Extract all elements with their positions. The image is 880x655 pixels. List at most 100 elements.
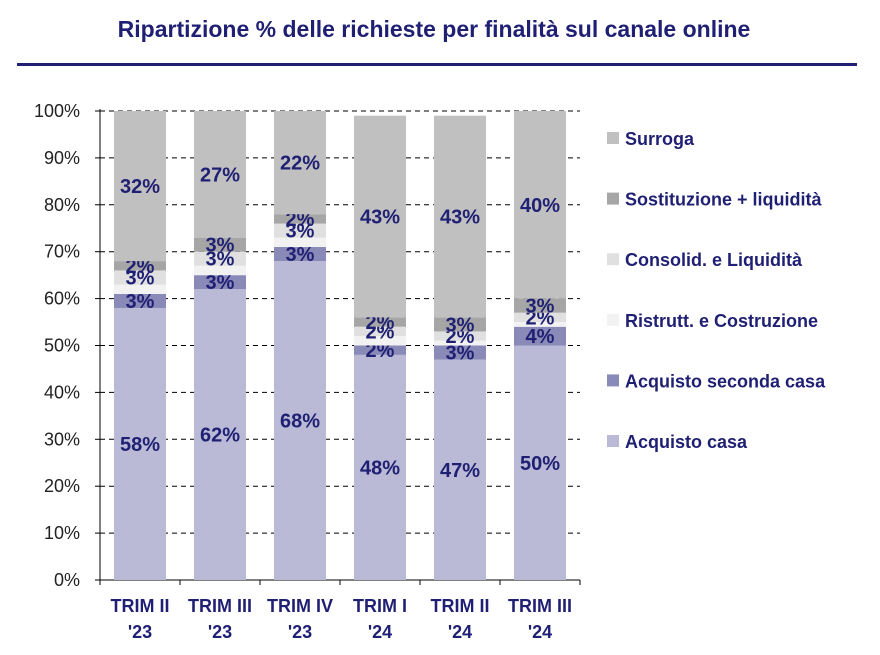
bar-segment (274, 111, 326, 215)
y-tick-label: 0% (54, 570, 80, 590)
bar-segment (274, 261, 326, 580)
data-label: 2% (446, 326, 475, 348)
y-tick-label: 60% (44, 289, 80, 309)
y-tick-label: 20% (44, 476, 80, 496)
bar-segment (194, 275, 246, 290)
bar-segment (514, 326, 566, 346)
x-tick-label: '23 (288, 622, 312, 642)
x-tick-label: '24 (528, 622, 552, 642)
x-tick-label: TRIM I (353, 596, 407, 616)
data-label: 40% (520, 195, 560, 217)
bar-segment (114, 111, 166, 262)
x-tick-label: '24 (368, 622, 392, 642)
data-label: 3% (206, 235, 235, 257)
legend-swatch (607, 374, 619, 387)
y-tick-label: 30% (44, 429, 80, 449)
data-label: 2% (366, 340, 395, 362)
data-label: 47% (440, 460, 480, 482)
bar-segment (114, 307, 166, 580)
data-label: 2% (526, 307, 555, 329)
legend-swatch (607, 253, 619, 266)
y-tick-label: 100% (34, 101, 80, 121)
data-label: 2% (126, 256, 155, 278)
bar-segment (274, 223, 326, 238)
bar-segment (114, 293, 166, 308)
bar-segment (434, 317, 486, 332)
legend-label: Acquisto seconda casa (625, 371, 826, 391)
bar-segment (354, 354, 406, 580)
bar-segment (194, 237, 246, 252)
bar-segment (434, 345, 486, 360)
data-label: 58% (120, 434, 160, 456)
y-tick-label: 90% (44, 148, 80, 168)
data-label: 3% (526, 296, 555, 318)
bar-segment (514, 298, 566, 313)
data-label: 2% (366, 321, 395, 343)
chart-title: Ripartizione % delle richieste per final… (117, 16, 751, 42)
bar-segment (274, 247, 326, 262)
legend-label: Ristrutt. e Costruzione (625, 311, 818, 331)
bar-segment (194, 289, 246, 580)
data-label: 3% (286, 221, 315, 243)
bar-segment (514, 312, 566, 323)
bar-segment (354, 317, 406, 327)
data-label: 2% (286, 209, 315, 231)
bar-segment (114, 284, 166, 294)
y-tick-label: 70% (44, 242, 80, 262)
bar-segment (514, 345, 566, 580)
x-tick-label: TRIM II (111, 596, 170, 616)
data-label: 4% (526, 326, 555, 348)
data-label: 43% (440, 207, 480, 229)
data-label: 27% (200, 164, 240, 186)
bar-segment (114, 270, 166, 285)
legend-label: Consolid. e Liquidità (625, 250, 803, 270)
data-label: 68% (280, 411, 320, 433)
title-underline (17, 63, 857, 66)
legend-label: Surroga (625, 129, 695, 149)
legend-swatch (607, 435, 619, 447)
legend-swatch (607, 313, 619, 326)
bar-segment (194, 251, 246, 266)
x-tick-label: TRIM III (188, 596, 252, 616)
x-tick-label: TRIM III (508, 596, 572, 616)
bar-segment (194, 111, 246, 238)
bar-segment (274, 237, 326, 248)
bar-segment (354, 345, 406, 355)
data-label: 3% (206, 272, 235, 294)
legend-label: Acquisto casa (625, 432, 748, 452)
x-tick-label: '23 (208, 622, 232, 642)
bar-segment (434, 331, 486, 341)
bar-segment (434, 115, 486, 318)
legend-label: Sostituzione + liquidità (625, 190, 822, 210)
bar-segment (514, 111, 566, 299)
data-label: 3% (126, 291, 155, 313)
data-label: 3% (446, 343, 475, 365)
data-label: 3% (446, 314, 475, 336)
bar-segment (434, 359, 486, 580)
bar-segment (434, 340, 486, 346)
y-tick-label: 10% (44, 523, 80, 543)
legend-swatch (607, 192, 619, 205)
bar-segment (274, 214, 326, 224)
data-label: 3% (126, 267, 155, 289)
bar-segment (354, 115, 406, 318)
legend-swatch (607, 132, 619, 144)
bar-segment (114, 261, 166, 271)
bar-segment (514, 322, 566, 327)
x-tick-label: TRIM IV (267, 596, 333, 616)
x-tick-label: TRIM II (431, 596, 490, 616)
data-label: 22% (280, 153, 320, 175)
bar-segment (354, 326, 406, 337)
bar-segment (354, 336, 406, 346)
data-label: 62% (200, 425, 240, 447)
data-label: 48% (360, 457, 400, 479)
y-tick-label: 80% (44, 195, 80, 215)
y-tick-label: 50% (44, 336, 80, 356)
x-tick-label: '24 (448, 622, 472, 642)
x-tick-label: '23 (128, 622, 152, 642)
data-label: 32% (120, 176, 160, 198)
data-label: 50% (520, 453, 560, 475)
y-tick-label: 40% (44, 382, 80, 402)
data-label: 2% (366, 312, 395, 334)
